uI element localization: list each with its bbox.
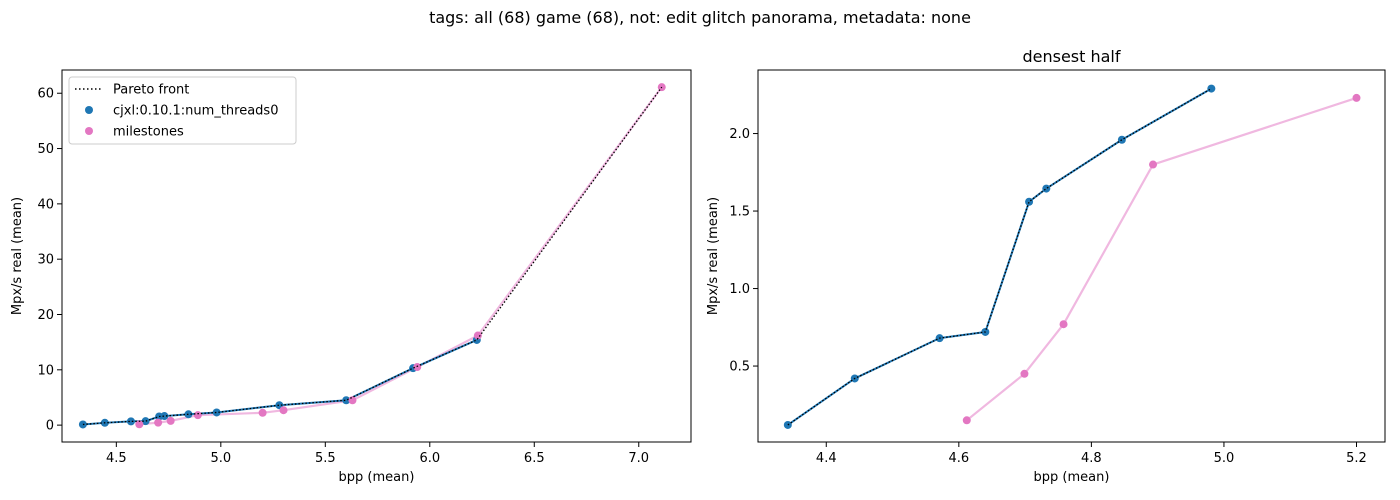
milestones-point [473,331,482,340]
legend-item-milestones: milestones [85,125,184,140]
milestones-point [348,396,357,405]
y-axis-label: Mpx/s real (mean) [10,197,25,315]
x-tick-label: 4.8 [1081,451,1102,466]
milestones-series-line [139,86,663,426]
figure-suptitle: tags: all (68) game (68), not: edit glit… [429,8,971,27]
y-axis-label: Mpx/s real (mean) [706,197,721,315]
x-axis-label: bpp (mean) [1034,470,1110,485]
legend-cjxl-swatch [85,106,93,114]
milestones-point [1020,369,1029,378]
x-tick-label: 5.2 [1346,451,1367,466]
y-tick-label: 0 [46,419,54,434]
legend-box [68,76,297,145]
cjxl-point [160,412,169,421]
milestones-point [413,363,422,372]
legend-pareto-label: Pareto front [113,83,189,98]
milestones-point [258,408,267,417]
cjxl-point [342,396,351,405]
legend-item-pareto-front: Pareto front [75,83,189,98]
plot-frame [757,69,1386,443]
x-tick-label: 7.0 [628,451,649,466]
x-tick-label: 6.5 [524,451,545,466]
plot-frame [61,69,692,443]
y-tick-label: 60 [37,87,54,102]
y-tick-label: 10 [37,363,54,378]
milestones-point [279,406,288,415]
y-axis-ticks: 0.5 1.0 1.5 2.0 [729,127,758,375]
y-axis-ticks: 0 10 20 30 40 50 60 [37,87,62,434]
milestones-point [1352,93,1361,102]
milestones-point [135,420,144,429]
milestones-point [154,418,163,427]
y-tick-label: 1.0 [729,282,750,297]
x-tick-label: 4.6 [948,451,969,466]
legend: Pareto front cjxl:0.10.1:num_threads0 mi… [68,76,297,145]
milestones-point [1149,160,1158,169]
cjxl-point [212,408,221,417]
cjxl-point [1117,135,1126,144]
milestones-point [657,83,666,92]
chart-panel-densest-half: 4.4 4.6 4.8 5.0 5.2 0.51.01.52.0 bpp (mean) … [706,47,1386,485]
cjxl-point [783,420,792,429]
x-axis-ticks: 4.4 4.6 4.8 5.0 5.2 [816,442,1367,466]
milestones-point [193,411,202,420]
y-tick-label: 0.5 [729,360,750,375]
chart-title: densest half [1022,47,1120,66]
plot-layer [78,83,666,429]
cjxl-point [1207,84,1216,93]
cjxl-point [1042,184,1051,193]
pareto-front-line [787,88,1212,426]
milestones-point [1059,320,1068,329]
x-axis-ticks: 4.5 5.0 5.5 6.0 6.5 7.0 [106,442,649,466]
x-tick-label: 5.0 [210,451,231,466]
milestones-point [166,416,175,425]
x-tick-label: 4.4 [816,451,837,466]
x-tick-label: 4.5 [106,451,127,466]
y-tick-label: 50 [37,142,54,157]
legend-cjxl-label: cjxl:0.10.1:num_threads0 [113,104,278,119]
y-tick-label: 2.0 [729,127,750,142]
cjxl-point [1025,197,1034,206]
cjxl-point [126,417,135,426]
legend-milestones-swatch [85,127,93,135]
cjxl-point [141,417,150,426]
y-tick-label: 40 [37,197,54,212]
y-tick-label: 30 [37,253,54,268]
pareto-front-line [82,86,663,426]
milestones-point [962,416,971,425]
y-tick-label: 1.5 [729,205,750,220]
x-tick-label: 5.0 [1214,451,1235,466]
legend-milestones-label: milestones [113,125,184,140]
plot-layer [783,84,1361,429]
x-tick-label: 5.5 [315,451,336,466]
y-tick-label: 20 [37,308,54,323]
x-tick-label: 6.0 [419,451,440,466]
cjxl-point [78,420,87,429]
x-axis-label: bpp (mean) [339,470,415,485]
legend-item-cjxl: cjxl:0.10.1:num_threads0 [85,104,278,119]
chart-panel-all: 4.5 5.0 5.5 6.0 6.5 7.0 0 10 20 30 40 50 60 bpp (me… [10,69,692,485]
